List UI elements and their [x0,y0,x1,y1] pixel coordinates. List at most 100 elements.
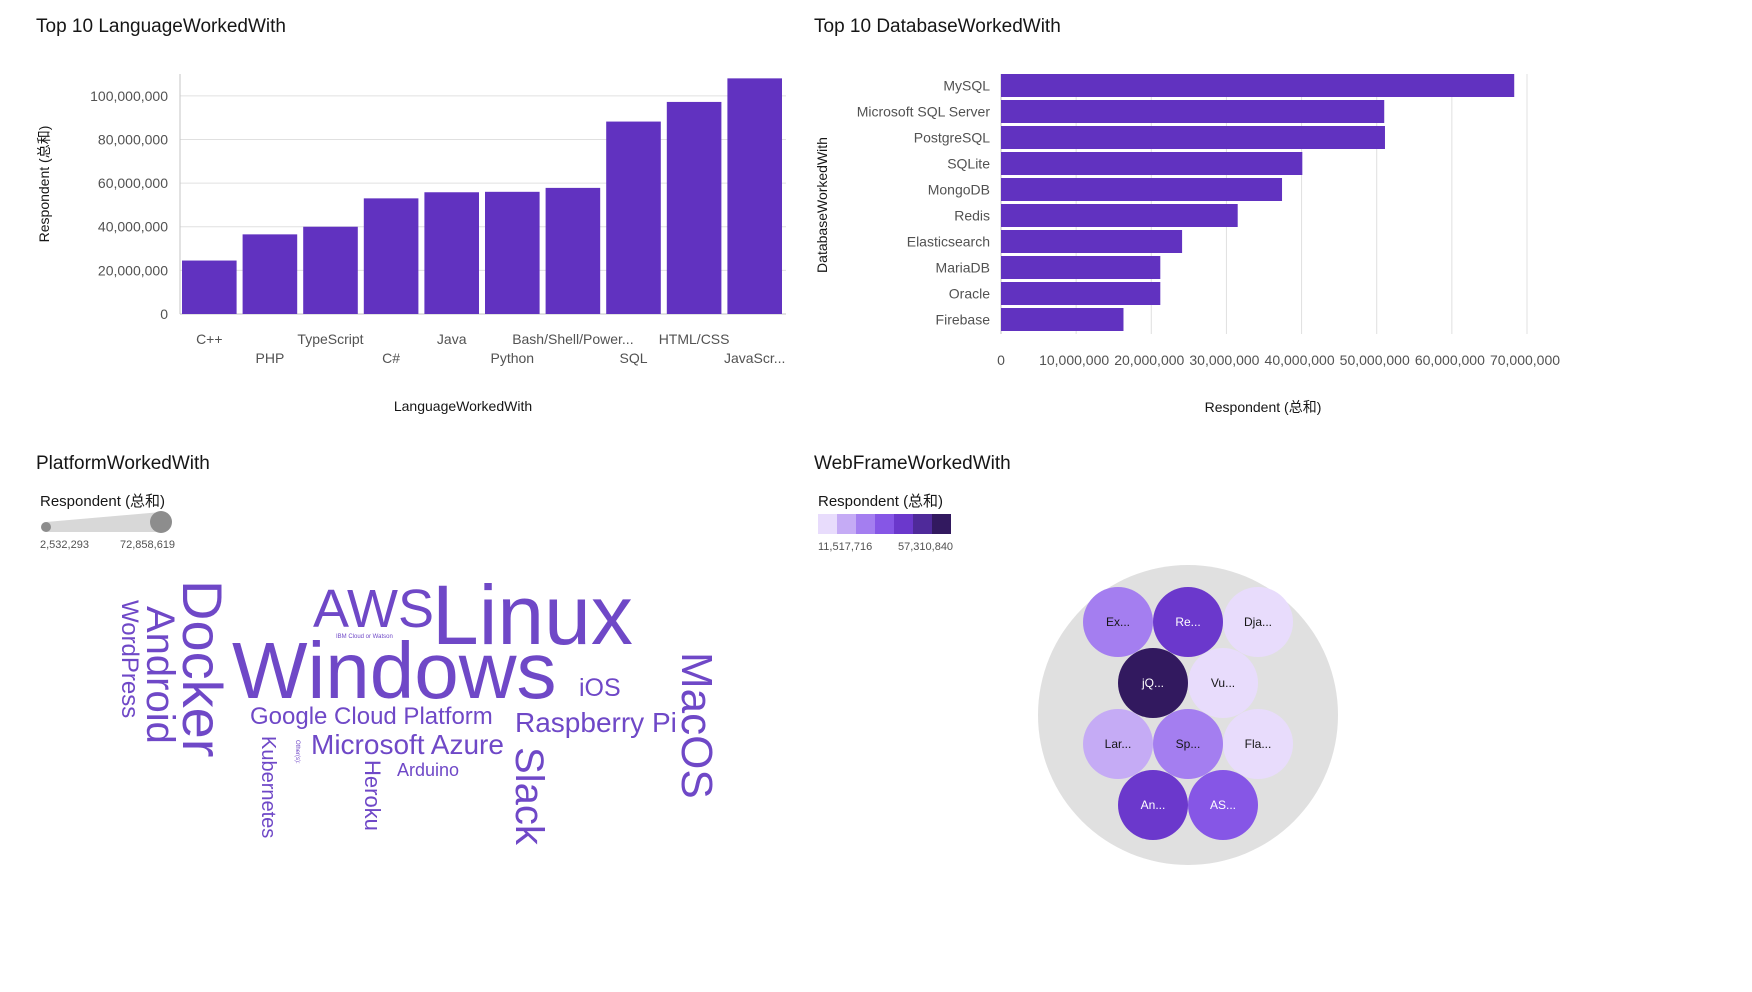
y-tick-label: 60,000,000 [98,175,168,191]
color-legend-swatch [837,514,856,534]
database-bar[interactable] [1001,204,1238,227]
word-cloud-word[interactable]: Docker [171,580,234,757]
framework-bubble[interactable] [1188,770,1258,840]
platform-legend-min: 2,532,293 [40,539,89,551]
color-legend-swatch [875,514,894,534]
webframe-legend-max: 57,310,840 [898,541,953,553]
database-bar[interactable] [1001,126,1385,149]
language-bar[interactable] [606,121,661,315]
x-tick-label: TypeScript [297,331,363,347]
x-tick-label: PHP [256,350,285,366]
database-bar[interactable] [1001,178,1283,201]
database-bar[interactable] [1001,74,1515,97]
word-cloud-word[interactable]: MacOS [672,652,721,799]
framework-bubble[interactable] [1223,709,1293,779]
word-cloud-word[interactable]: Kubernetes [257,736,279,838]
y-tick-label: 100,000,000 [90,88,168,104]
framework-bubble[interactable] [1118,648,1188,718]
language-bar[interactable] [182,260,237,314]
word-cloud-word[interactable]: Google Cloud Platform [250,703,493,730]
word-cloud-word[interactable]: Linux [432,568,633,662]
language-bar[interactable] [363,198,419,314]
bubble-label: Dja... [1244,615,1272,629]
platform-legend-title: Respondent (总和) [40,493,166,510]
y-tick-label: Redis [954,208,990,224]
word-cloud-word[interactable]: AWS [313,579,434,639]
y-tick-label: 40,000,000 [98,219,168,235]
x-tick-label: C++ [196,331,222,347]
webframe-legend-min: 11,517,716 [818,541,872,553]
size-legend-min-dot [41,522,51,532]
bubble-label: Re... [1175,615,1200,629]
database-bar[interactable] [1001,256,1161,279]
database-bar[interactable] [1001,230,1183,253]
y-tick-label: Oracle [949,286,990,302]
word-cloud-word[interactable]: Raspberry Pi [515,707,677,738]
size-legend-wedge [46,512,161,532]
framework-bubble[interactable] [1083,709,1153,779]
webframe-legend-title: Respondent (总和) [818,493,944,510]
y-tick-label: MySQL [943,78,990,94]
language-bar[interactable] [545,187,601,314]
y-tick-label: PostgreSQL [914,130,990,146]
x-tick-label: 10,000,000 [1039,352,1109,368]
database-bar[interactable] [1001,152,1303,175]
platform-size-legend: 2,532,293 72,858,619 [40,511,175,551]
y-axis-title: Respondent (总和) [36,126,52,243]
database-bar[interactable] [1001,308,1124,331]
language-bar-chart: 0 20,000,000 40,000,000 60,000,000 80,000,00… [36,74,786,414]
framework-bubble[interactable] [1083,587,1153,657]
language-bar[interactable] [303,226,358,314]
word-cloud-word[interactable]: Other(s): [294,740,300,764]
platform-legend-max: 72,858,619 [120,539,175,551]
word-cloud-word[interactable]: Heroku [360,760,385,831]
bubble-label: AS... [1210,798,1236,812]
y-axis-title: DatabaseWorkedWith [814,137,830,273]
word-cloud-word[interactable]: Microsoft Azure [311,729,504,760]
framework-bubble[interactable] [1153,709,1223,779]
y-tick-label: 80,000,000 [98,131,168,147]
language-bar[interactable] [485,191,540,314]
x-axis-title: Respondent (总和) [1205,399,1322,415]
word-cloud-word[interactable]: WordPress [116,600,143,718]
language-bar[interactable] [727,78,782,314]
y-tick-label: SQLite [947,156,990,172]
word-cloud-word[interactable]: iOS [579,674,621,702]
y-tick-label: 20,000,000 [98,262,168,278]
bubble-label: Lar... [1105,737,1132,751]
language-bar[interactable] [424,192,479,314]
database-bar[interactable] [1001,100,1385,123]
color-legend-swatch [932,514,951,534]
language-bar[interactable] [242,234,298,314]
x-tick-label: 70,000,000 [1490,352,1560,368]
word-cloud-word[interactable]: Arduino [397,760,459,780]
x-tick-label: C# [382,350,400,366]
color-legend-swatch [856,514,875,534]
framework-bubble[interactable] [1153,587,1223,657]
x-tick-label: HTML/CSS [659,331,730,347]
bubble-label: An... [1141,798,1166,812]
language-bar[interactable] [666,101,722,314]
bubble-label: Vu... [1211,676,1235,690]
framework-bubble[interactable] [1188,648,1258,718]
y-tick-label: Microsoft SQL Server [857,104,991,120]
database-bar[interactable] [1001,282,1161,305]
y-tick-label: 0 [160,306,168,322]
bubble-label: jQ... [1141,676,1164,690]
webframe-chart-title: WebFrameWorkedWith [814,453,1011,474]
color-legend-swatch [894,514,913,534]
framework-bubble[interactable] [1118,770,1188,840]
word-cloud-word[interactable]: Windows [232,626,557,715]
language-chart-title: Top 10 LanguageWorkedWith [36,16,286,37]
framework-bubble[interactable] [1223,587,1293,657]
word-cloud-word[interactable]: Slack [507,747,551,846]
y-tick-label: MariaDB [936,260,990,276]
word-cloud-word[interactable]: IBM Cloud or Watson [336,634,393,640]
database-bar-chart: 0 10,000,000 20,000,000 30,000,000 40,000,00… [814,74,1560,415]
word-cloud-word[interactable]: Android [138,606,182,744]
webframe-bubble-chart: Ex... Re... Dja... jQ... Vu... Lar... Sp... Fla… [1038,565,1338,865]
bubble-label: Fla... [1245,737,1272,751]
x-tick-label: JavaScr... [724,350,785,366]
x-tick-label: 30,000,000 [1189,352,1259,368]
